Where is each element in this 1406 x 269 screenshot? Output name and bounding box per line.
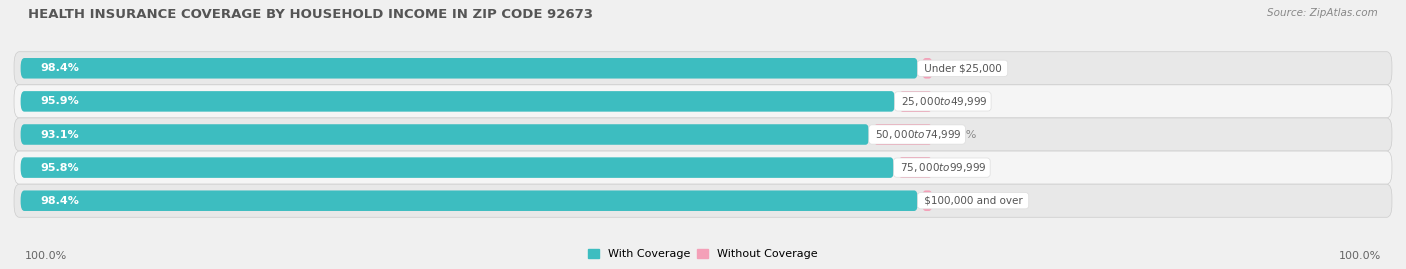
Text: 93.1%: 93.1% [41,129,79,140]
Text: Under $25,000: Under $25,000 [921,63,1004,73]
Text: 6.9%: 6.9% [949,129,977,140]
Text: 4.2%: 4.2% [949,162,977,173]
Text: 1.6%: 1.6% [949,196,977,206]
FancyBboxPatch shape [922,58,932,79]
FancyBboxPatch shape [21,91,896,112]
FancyBboxPatch shape [14,151,1392,184]
Text: $25,000 to $49,999: $25,000 to $49,999 [897,95,988,108]
Text: HEALTH INSURANCE COVERAGE BY HOUSEHOLD INCOME IN ZIP CODE 92673: HEALTH INSURANCE COVERAGE BY HOUSEHOLD I… [28,8,593,21]
Text: Source: ZipAtlas.com: Source: ZipAtlas.com [1267,8,1378,18]
FancyBboxPatch shape [21,124,869,145]
Text: 98.4%: 98.4% [41,196,79,206]
FancyBboxPatch shape [14,184,1392,217]
Text: 95.9%: 95.9% [41,96,79,107]
FancyBboxPatch shape [898,157,932,178]
FancyBboxPatch shape [21,190,918,211]
Text: $75,000 to $99,999: $75,000 to $99,999 [897,161,987,174]
FancyBboxPatch shape [14,85,1392,118]
Text: 4.1%: 4.1% [949,96,977,107]
Legend: With Coverage, Without Coverage: With Coverage, Without Coverage [583,244,823,263]
FancyBboxPatch shape [922,190,932,211]
FancyBboxPatch shape [21,157,894,178]
FancyBboxPatch shape [14,52,1392,85]
FancyBboxPatch shape [21,58,918,79]
Text: 98.4%: 98.4% [41,63,79,73]
Text: 100.0%: 100.0% [1339,251,1381,261]
Text: 95.8%: 95.8% [41,162,79,173]
Text: 100.0%: 100.0% [25,251,67,261]
FancyBboxPatch shape [873,124,932,145]
FancyBboxPatch shape [898,91,932,112]
FancyBboxPatch shape [14,118,1392,151]
Text: 1.6%: 1.6% [949,63,977,73]
Text: $100,000 and over: $100,000 and over [921,196,1025,206]
Text: $50,000 to $74,999: $50,000 to $74,999 [872,128,962,141]
